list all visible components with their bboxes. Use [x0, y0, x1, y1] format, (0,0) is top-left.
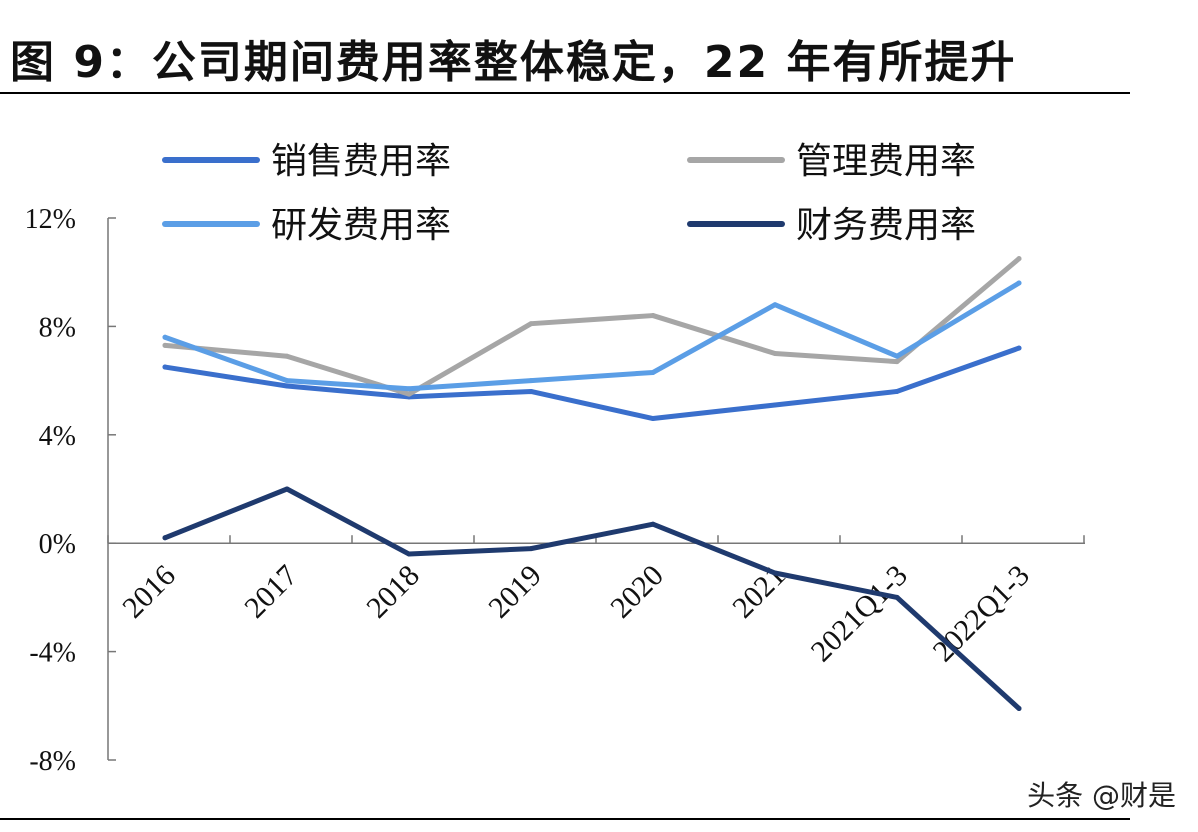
series-line-3 [162, 280, 1022, 392]
chart-series [162, 256, 1022, 712]
data-point [894, 388, 900, 394]
y-tick-label: 4% [39, 421, 76, 452]
data-point [650, 313, 656, 319]
data-point [162, 342, 168, 348]
data-point [1016, 256, 1022, 262]
x-tick-label: 2022Q1-3 [927, 559, 1036, 668]
series-line-4 [162, 486, 1022, 712]
chart-title: 图 9：公司期间费用率整体稳定，22 年有所提升 [10, 37, 1017, 88]
y-tick-label: 8% [39, 312, 76, 343]
x-tick-label: 2018 [360, 559, 426, 625]
data-point [284, 486, 290, 492]
data-point [284, 353, 290, 359]
data-point [650, 416, 656, 422]
legend-label: 研发费用率 [271, 205, 451, 246]
legend-label: 财务费用率 [796, 205, 976, 246]
data-point [162, 535, 168, 541]
data-point [772, 302, 778, 308]
x-tick-label: 2020 [604, 559, 670, 625]
chart-axes: -8%-4%0%4%8%12%2016 2017 2018 2019 2020 2021 2… [25, 204, 1085, 777]
data-point [650, 521, 656, 527]
data-point [162, 334, 168, 340]
data-point [406, 391, 412, 397]
y-tick-label: -4% [29, 638, 76, 669]
data-point [284, 383, 290, 389]
bottom-divider [0, 818, 1130, 820]
y-tick-label: 0% [39, 529, 76, 560]
data-point [1016, 280, 1022, 286]
x-tick-label: 2016 [116, 559, 182, 625]
x-tick-label: 2019 [482, 559, 548, 625]
data-point [772, 351, 778, 356]
data-point [528, 388, 534, 394]
title-divider [0, 92, 1130, 94]
data-point [528, 378, 534, 384]
series-line-2 [162, 256, 1022, 397]
data-point [1016, 345, 1022, 351]
data-point [772, 402, 778, 408]
y-tick-label: -8% [29, 746, 76, 777]
data-point [162, 364, 168, 370]
legend-label: 销售费用率 [271, 141, 451, 182]
x-tick-label: 2021Q1-3 [805, 559, 914, 668]
data-point [894, 359, 900, 365]
data-point [406, 551, 412, 557]
data-point [772, 570, 778, 576]
y-tick-label: 12% [25, 204, 76, 235]
data-point [406, 386, 412, 392]
data-point [528, 321, 534, 327]
x-tick-label: 2017 [238, 559, 304, 625]
series-line-1 [162, 345, 1022, 422]
data-point [894, 353, 900, 359]
watermark: 头条 @财是 [1027, 779, 1176, 812]
data-point [1016, 706, 1022, 712]
data-point [650, 369, 656, 375]
legend-label: 管理费用率 [796, 141, 976, 182]
data-point [528, 546, 534, 552]
data-point [284, 378, 290, 384]
data-point [894, 594, 900, 600]
